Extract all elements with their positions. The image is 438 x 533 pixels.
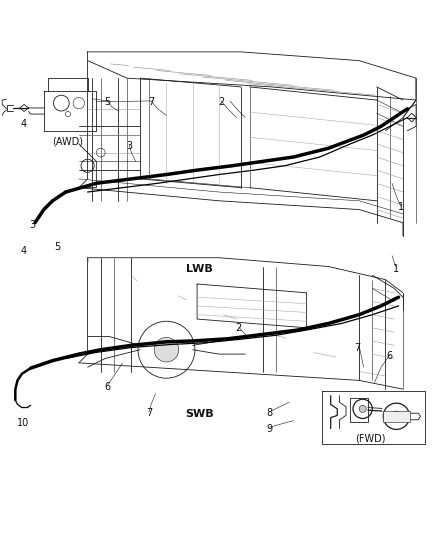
Text: 5: 5 bbox=[104, 97, 110, 107]
Text: 5: 5 bbox=[54, 242, 60, 252]
Text: 7: 7 bbox=[354, 343, 360, 352]
Text: 4: 4 bbox=[21, 119, 27, 129]
Text: 2: 2 bbox=[218, 97, 224, 107]
Text: 1: 1 bbox=[398, 203, 404, 212]
Text: (AWD): (AWD) bbox=[53, 136, 83, 147]
Circle shape bbox=[391, 411, 402, 422]
Circle shape bbox=[154, 337, 179, 362]
Text: 9: 9 bbox=[266, 424, 272, 433]
Text: 7: 7 bbox=[146, 408, 152, 418]
Text: 6: 6 bbox=[387, 351, 393, 361]
Text: 6: 6 bbox=[104, 382, 110, 392]
Text: SWB: SWB bbox=[185, 409, 214, 419]
Text: 4: 4 bbox=[21, 246, 27, 256]
Bar bbox=[383, 410, 410, 422]
Bar bbox=[350, 398, 368, 422]
Text: 1: 1 bbox=[393, 264, 399, 273]
Text: 10: 10 bbox=[17, 418, 29, 428]
Text: (FWD): (FWD) bbox=[355, 433, 385, 443]
Circle shape bbox=[359, 405, 366, 413]
Text: 8: 8 bbox=[266, 408, 272, 418]
Text: LWB: LWB bbox=[186, 264, 213, 273]
Text: 3: 3 bbox=[126, 141, 132, 151]
Text: 3: 3 bbox=[30, 220, 36, 230]
Text: 2: 2 bbox=[236, 323, 242, 333]
Text: 7: 7 bbox=[148, 97, 154, 107]
